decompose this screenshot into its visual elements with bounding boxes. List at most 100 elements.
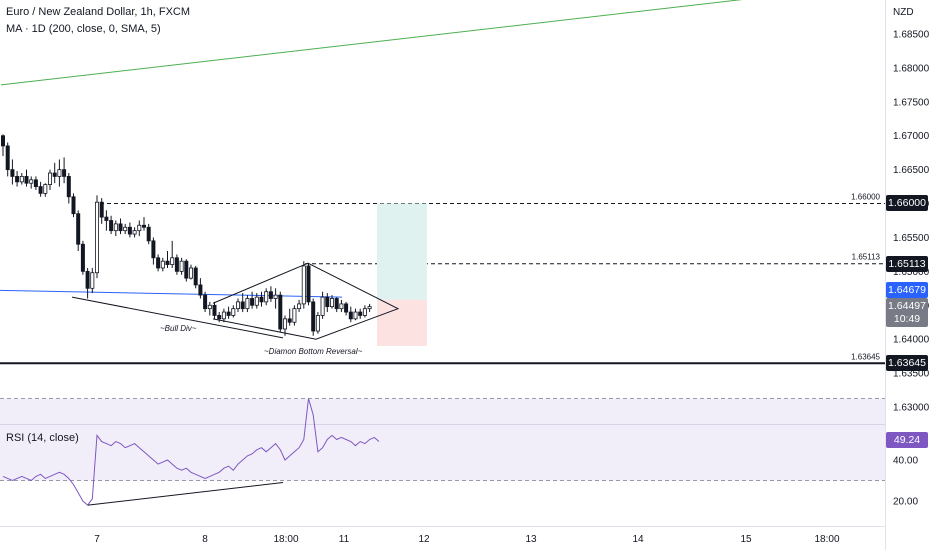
candle (221, 308, 226, 323)
rsi-tick-label: 40.00 (893, 456, 918, 467)
rsi-legend[interactable]: RSI (14, close) (6, 432, 79, 444)
rsi-line (2, 398, 380, 506)
drawings-layer (71, 262, 400, 340)
candle-body (329, 298, 334, 308)
candle (188, 264, 193, 280)
candle-body (250, 298, 255, 306)
indicator-legend[interactable]: MA · 1D (200, close, 0, SMA, 5) (6, 23, 161, 35)
candle (212, 301, 217, 319)
trend-line-blue (0, 289, 343, 298)
plot-background (0, 0, 885, 526)
candle (264, 288, 269, 306)
rsi-layer (0, 398, 885, 506)
price-tick-label: 1.67500 (893, 97, 930, 108)
candle (240, 293, 245, 313)
price-tick-label: 1.68000 (893, 63, 930, 74)
candle (0, 134, 6, 157)
candle (273, 288, 278, 309)
time-axis[interactable]: 7 8 18:00 11 12 13 14 15 18:00 (94, 534, 840, 545)
diamond-pattern (212, 262, 400, 340)
candle (52, 162, 57, 184)
candle-body (273, 294, 278, 299)
candle-body (339, 303, 344, 310)
candle (184, 259, 189, 282)
horizontal-levels-layer: 1.66000 1.65113 1.63645 (0, 193, 885, 365)
candle-body (207, 304, 212, 310)
candle-body (193, 267, 198, 286)
candle-body (123, 226, 128, 232)
candle (226, 306, 231, 319)
candle-body (0, 135, 6, 147)
candle (85, 267, 90, 299)
candle (329, 295, 334, 309)
candle (278, 291, 283, 333)
candle-body (231, 308, 236, 316)
candle-body (198, 284, 203, 296)
time-tick-label: 18:00 (814, 534, 839, 545)
candle-body (156, 257, 161, 269)
chart-title[interactable]: Euro / New Zealand Dollar, 1h, FXCM (6, 6, 191, 18)
candle-body (282, 318, 287, 330)
candle-body (174, 257, 179, 272)
candle-body (43, 184, 48, 194)
candle-body (353, 311, 358, 320)
candle-body (5, 145, 10, 171)
candle (5, 142, 10, 177)
price-tick-label: 1.68500 (893, 30, 930, 41)
candle (367, 303, 372, 313)
candle (71, 193, 76, 218)
rsi-axis[interactable]: 40.00 20.00 (893, 456, 918, 508)
candle-body (137, 224, 142, 232)
candle-body (184, 260, 189, 279)
candle (104, 210, 109, 231)
candle (66, 173, 71, 204)
candle-body (245, 298, 250, 310)
candle (268, 286, 273, 302)
pattern-annotation: ~Bull Div~ (160, 324, 197, 333)
candle (57, 159, 62, 187)
candle (123, 223, 128, 235)
level-tag-1-66000: 1.66000 (886, 195, 928, 211)
candle-body (33, 179, 38, 187)
rsi-value-tag: 49.24 (886, 432, 928, 448)
candle-body (15, 176, 20, 183)
candle (334, 297, 339, 313)
candle-body (315, 315, 320, 332)
candle (99, 198, 104, 224)
candle-body (325, 296, 330, 308)
time-tick-label: 13 (525, 534, 537, 545)
last-price-tag: 1.64497 (886, 298, 928, 314)
candle (339, 299, 344, 313)
candle (315, 312, 320, 334)
candle (62, 157, 67, 184)
candle-body (235, 301, 240, 310)
candle-body (104, 216, 109, 221)
candle-body (109, 220, 114, 232)
candle (292, 305, 297, 326)
candle (43, 183, 48, 197)
candle (259, 291, 264, 307)
price-tick-label: 1.65500 (893, 233, 930, 244)
target-zone (377, 203, 427, 300)
candle (48, 169, 53, 190)
candle (38, 181, 43, 197)
candle-body (259, 296, 264, 303)
candle (160, 257, 165, 272)
current-price-tag: 1.64679 (886, 282, 928, 298)
candle-body (344, 303, 349, 313)
candle (156, 254, 161, 272)
candle-body (95, 201, 100, 274)
candle (113, 220, 118, 237)
currency-label: NZD (893, 7, 914, 18)
candle-body (80, 243, 85, 272)
rsi-tick-label: 20.00 (893, 497, 918, 508)
candle-body (19, 176, 24, 183)
candle-body (287, 318, 292, 323)
candle-body (141, 224, 146, 228)
stop-zone (377, 299, 427, 346)
moving-average-line (0, 0, 743, 86)
candle-body (212, 304, 217, 316)
candle (33, 176, 38, 190)
candle-body (292, 308, 297, 323)
candle-body (29, 179, 34, 184)
